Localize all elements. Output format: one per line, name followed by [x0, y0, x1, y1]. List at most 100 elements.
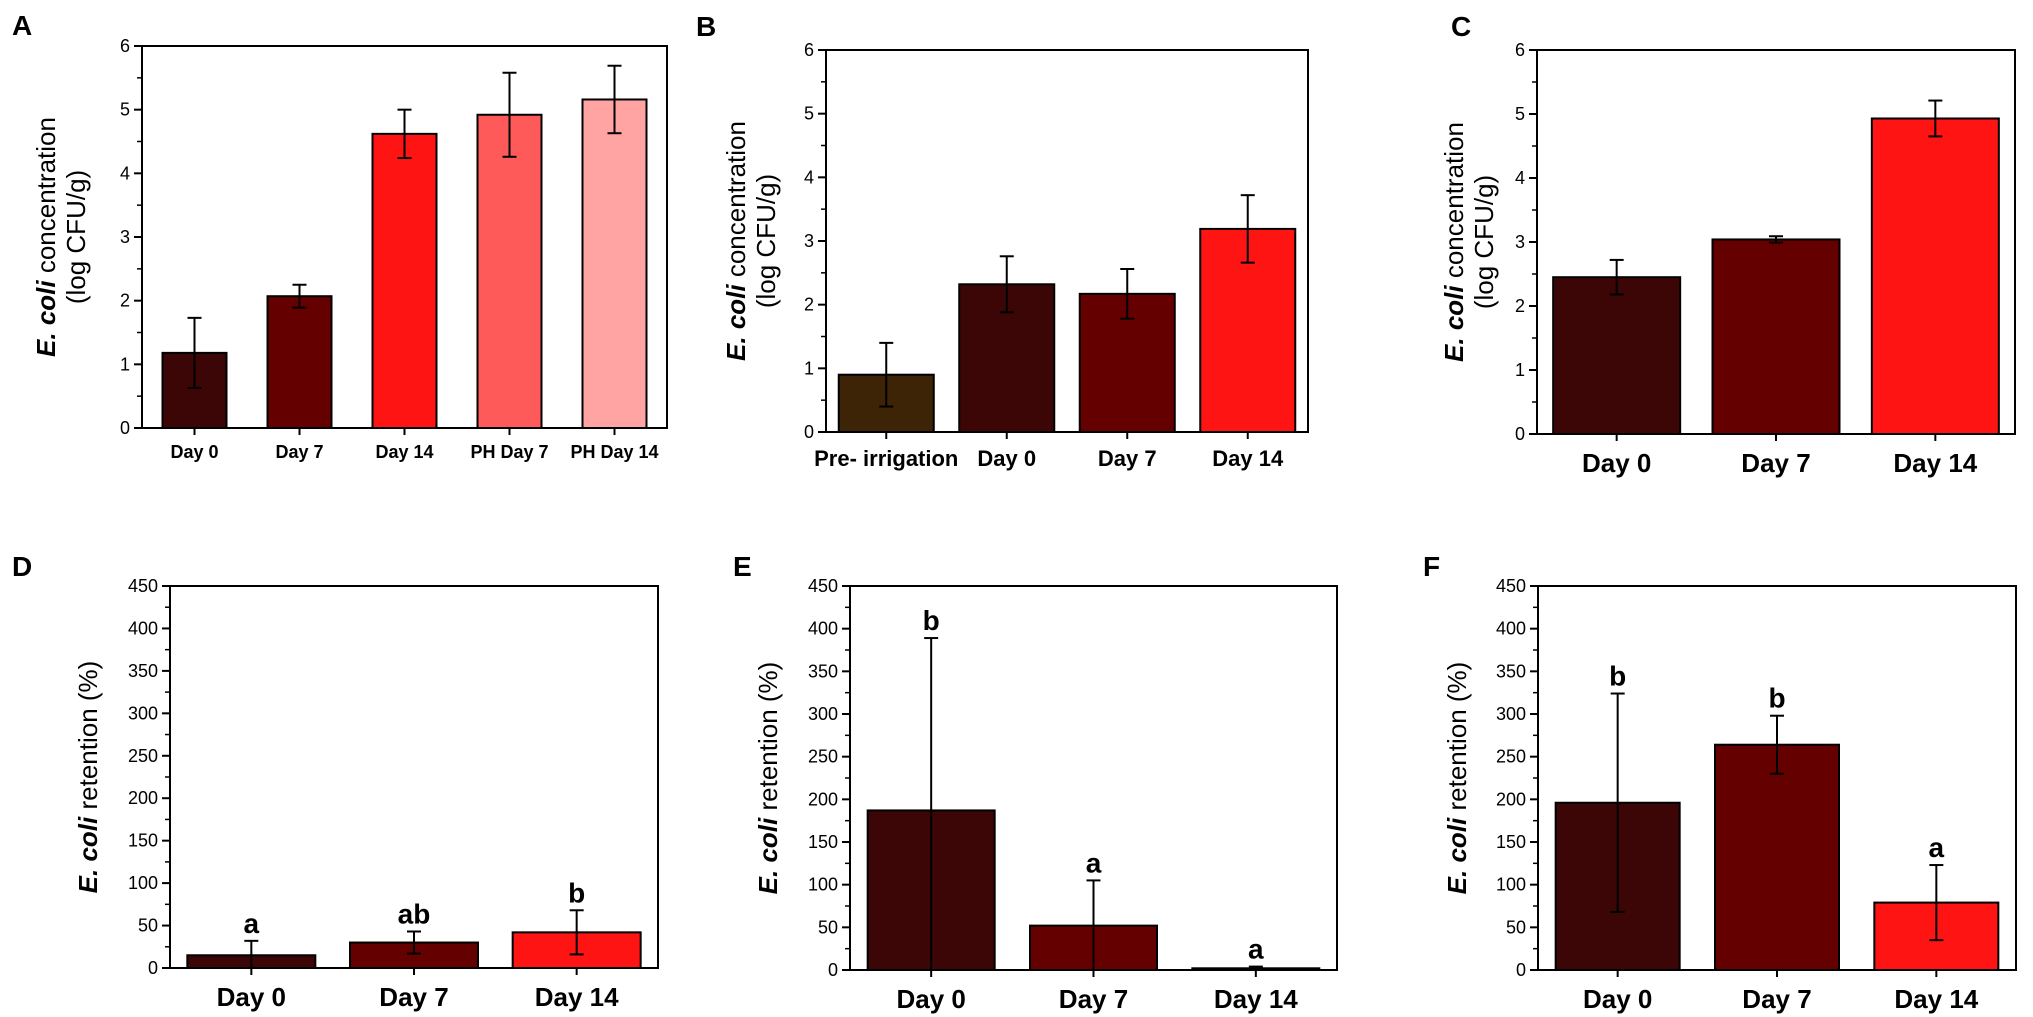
panel-letter: A: [12, 10, 32, 41]
y-tick-label: 150: [808, 832, 838, 852]
y-tick-label: 250: [808, 747, 838, 767]
y-tick-label: 250: [128, 746, 158, 766]
error-bar-1: [999, 255, 1014, 314]
y-tick-label: 100: [128, 873, 158, 893]
y-tick-label: 6: [804, 40, 814, 60]
y-tick-label: 350: [808, 661, 838, 681]
bar-3: [476, 113, 543, 429]
bar-2: [371, 132, 438, 430]
x-tick-label: Day 14: [1894, 984, 1978, 1014]
y-tick-label: 3: [120, 227, 130, 247]
x-tick-label: Day 0: [170, 442, 218, 462]
y-tick-label: 4: [120, 163, 130, 183]
y-tick-label: 4: [804, 167, 814, 187]
x-tick-label: Day 14: [535, 982, 619, 1012]
x-tick-label: Day 0: [1582, 448, 1651, 478]
x-tick-label: Day 7: [1059, 984, 1128, 1014]
y-axis-label: E. coli retention (%): [753, 662, 783, 895]
y-tick-label: 1: [804, 358, 814, 378]
y-tick-label: 3: [804, 231, 814, 251]
y-tick-label: 6: [120, 36, 130, 56]
panel-e: Eb Day 0 a Day 7 a Day 14 0 50 100 150 200 250 300 35…: [733, 551, 1338, 1014]
x-tick-label: Day 14: [1214, 984, 1298, 1014]
significance-label: a: [244, 908, 260, 939]
y-tick-label: 50: [138, 916, 158, 936]
error-bar-4: [607, 64, 622, 135]
y-tick-label: 300: [1496, 704, 1526, 724]
panel-letter: E: [733, 551, 752, 582]
error-bar-0: [1610, 692, 1625, 913]
significance-label: ab: [398, 898, 431, 929]
y-tick-label: 5: [120, 100, 130, 120]
y-tick-label: 5: [804, 104, 814, 124]
x-tick-label: Pre- irrigation: [814, 446, 958, 471]
panel-a: A Day 0 Day 7 Day 14 PH Day 7 PH Day 14 0 1 2 3 4 5…: [12, 10, 668, 462]
y-tick-label: 0: [1515, 424, 1525, 444]
y-tick-label: 250: [1496, 747, 1526, 767]
significance-label: b: [1609, 661, 1626, 692]
error-bar-0: [187, 316, 202, 389]
y-axis-label: E. coli retention (%): [73, 661, 103, 894]
error-bar-1: [292, 283, 307, 309]
x-tick-label: PH Day 14: [570, 442, 658, 462]
x-tick-label: Day 7: [1098, 446, 1157, 471]
x-tick-label: Day 7: [1741, 448, 1810, 478]
y-tick-label: 2: [120, 291, 130, 311]
error-bar-0: [879, 341, 894, 408]
panel-letter: D: [12, 551, 32, 582]
error-bar-3: [502, 71, 517, 158]
x-tick-label: Day 7: [1742, 984, 1811, 1014]
y-tick-label: 0: [120, 418, 130, 438]
y-tick-label: 1: [120, 354, 130, 374]
error-bar-2: [569, 909, 584, 956]
y-tick-label: 300: [128, 703, 158, 723]
y-axis-label: E. coli concentration(log CFU/g): [31, 117, 91, 357]
y-tick-label: 0: [804, 422, 814, 442]
y-tick-label: 200: [128, 788, 158, 808]
error-bar-1: [1770, 714, 1784, 775]
x-tick-label: Day 7: [379, 982, 448, 1012]
error-bar-1: [407, 930, 421, 955]
y-tick-label: 350: [1496, 661, 1526, 681]
panel-d: Da Day 0 ab Day 7 b Day 14 0 50 100 150 200 250 300 3…: [12, 551, 659, 1012]
x-tick-label: Day 0: [217, 982, 286, 1012]
y-tick-label: 450: [808, 576, 838, 596]
significance-label: b: [1768, 683, 1785, 714]
x-tick-label: Day 0: [1583, 984, 1652, 1014]
significance-label: b: [923, 605, 940, 636]
y-tick-label: 0: [148, 958, 158, 978]
y-tick-label: 1: [1515, 360, 1525, 380]
error-bar-0: [1609, 258, 1624, 296]
x-tick-label: Day 0: [896, 984, 965, 1014]
y-tick-label: 200: [1496, 789, 1526, 809]
panel-letter: C: [1451, 11, 1471, 42]
error-bar-2: [1929, 864, 1944, 942]
y-tick-label: 50: [1506, 917, 1526, 937]
y-tick-label: 50: [818, 917, 838, 937]
panel-letter: F: [1423, 551, 1440, 582]
y-tick-label: 100: [1496, 875, 1526, 895]
x-tick-label: Day 14: [375, 442, 433, 462]
y-tick-label: 400: [128, 618, 158, 638]
panel-c: C Day 0 Day 7 Day 14 0 1 2 3 4 5 6 E. coli concentr…: [1439, 11, 2016, 478]
y-tick-label: 2: [1515, 296, 1525, 316]
y-tick-label: 200: [808, 789, 838, 809]
y-tick-label: 5: [1515, 104, 1525, 124]
error-bar-2: [397, 108, 412, 160]
y-tick-label: 400: [808, 619, 838, 639]
y-tick-label: 100: [808, 875, 838, 895]
x-tick-label: PH Day 7: [470, 442, 548, 462]
error-bar-1: [1769, 235, 1783, 244]
y-axis-label: E. coli concentration(log CFU/g): [721, 121, 781, 361]
bar-4: [581, 98, 648, 429]
panel-f: Fb Day 0 b Day 7 a Day 14 0 50 100 150 200 250 300 35…: [1423, 551, 2017, 1014]
y-tick-label: 2: [804, 295, 814, 315]
bar-2: [1870, 117, 2000, 435]
significance-label: a: [1086, 847, 1102, 878]
significance-label: b: [568, 877, 585, 908]
significance-label: a: [1929, 832, 1945, 863]
y-tick-label: 6: [1515, 40, 1525, 60]
y-tick-label: 0: [828, 960, 838, 980]
bar-1: [266, 295, 333, 429]
